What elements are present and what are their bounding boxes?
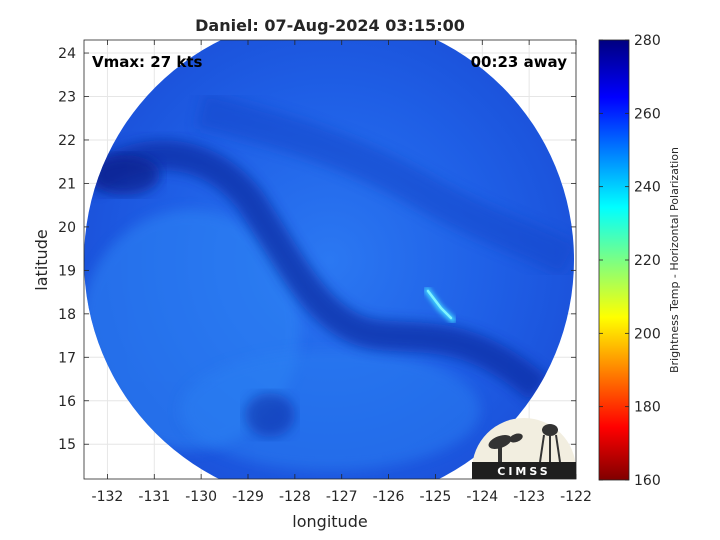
x-tick-label: -125 (420, 489, 452, 505)
dish-icon-small (509, 433, 523, 443)
y-tick-label: 22 (58, 133, 76, 149)
vmax-annotation: Vmax: 27 kts (92, 53, 202, 71)
colorbar-label: Brightness Temp - Horizontal Polarizatio… (668, 147, 681, 373)
cold-streak-core (426, 289, 453, 320)
water-tower-icon (542, 424, 558, 436)
colorbar: 160 180 200 220 240 260 280 Brightness Temp - … (598, 33, 681, 489)
y-axis-label: latitude (32, 229, 51, 290)
colorbar-tick-label: 180 (634, 400, 661, 416)
dark-upper-band (195, 92, 574, 277)
y-tick-label: 23 (58, 90, 76, 106)
x-tick-label: -123 (513, 489, 545, 505)
dish-stand-icon (498, 446, 502, 462)
x-tick-label: -124 (466, 489, 498, 505)
x-axis-label: longitude (292, 512, 367, 531)
y-tick-label: 15 (58, 437, 76, 453)
x-tick-label: -127 (326, 489, 358, 505)
y-tick-label: 16 (58, 394, 76, 410)
dark-spot-south (245, 393, 295, 437)
x-axis: -132 -131 -130 -129 -128 -127 -126 -125 -124 -123… (92, 40, 592, 505)
time-offset-annotation: 00:23 away (471, 53, 568, 71)
colorbar-tick-label: 200 (634, 326, 661, 342)
x-tick-label: -128 (279, 489, 311, 505)
x-tick-label: -129 (232, 489, 264, 505)
dark-spot-nw (90, 155, 160, 195)
water-tower-legs-icon (539, 434, 561, 463)
swath-heatmap (84, 40, 574, 479)
y-axis: 15 16 17 18 19 20 21 22 23 24 (58, 46, 576, 453)
y-tick-label: 24 (58, 46, 76, 62)
colorbar-tick-label: 240 (634, 180, 661, 196)
colorbar-ticks: 160 180 200 220 240 260 280 (599, 33, 661, 489)
x-tick-label: -131 (138, 489, 170, 505)
y-tick-label: 18 (58, 307, 76, 323)
dish-icon (488, 435, 512, 449)
cimss-logo: CIMSS (472, 418, 576, 479)
logo-ground (472, 462, 576, 479)
colorbar-tick-label: 260 (634, 106, 661, 122)
x-tick-label: -132 (92, 489, 124, 505)
y-tick-label: 20 (58, 220, 76, 236)
colorbar-tick-label: 280 (634, 33, 661, 49)
x-tick-label: -126 (373, 489, 405, 505)
y-tick-label: 19 (58, 263, 76, 279)
dark-rainband (84, 140, 550, 402)
axes-box (83, 39, 577, 480)
light-region-south (180, 350, 480, 470)
y-tick-label: 17 (58, 350, 76, 366)
colorbar-tick-label: 160 (634, 473, 661, 489)
colorbar-tick-label: 220 (634, 253, 661, 269)
chart-title: Daniel: 07-Aug-2024 03:15:00 (195, 16, 465, 35)
y-tick-label: 21 (58, 176, 76, 192)
colorbar-gradient (598, 39, 630, 481)
x-tick-label: -130 (185, 489, 217, 505)
logo-text: CIMSS (497, 465, 550, 478)
x-tick-label: -122 (560, 489, 592, 505)
